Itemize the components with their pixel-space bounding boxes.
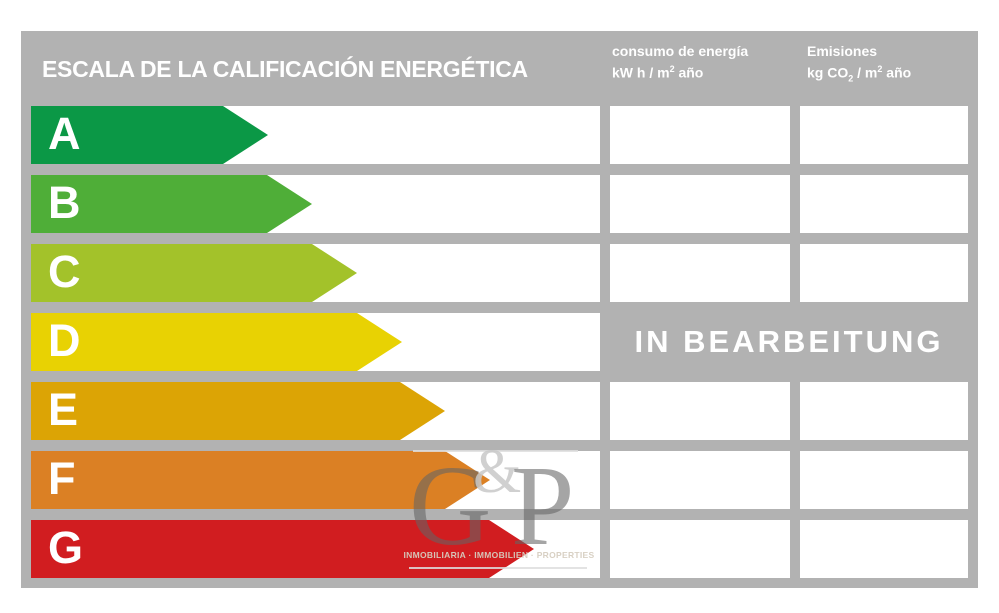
rating-row-f: F: [21, 451, 978, 509]
consumo-header-line2: kW h / m2 año: [612, 64, 704, 81]
status-label: IN BEARBEITUNG: [634, 324, 944, 359]
rating-row-c: C: [21, 244, 978, 302]
rating-letter: F: [48, 452, 76, 504]
consumo-cell: [610, 175, 790, 233]
rating-arrow-e: E: [31, 382, 445, 440]
rating-row-a: A: [21, 106, 978, 164]
energy-rating-panel: ESCALA DE LA CALIFICACIÓN ENERGÉTICA con…: [21, 31, 978, 588]
panel-title: ESCALA DE LA CALIFICACIÓN ENERGÉTICA: [42, 56, 528, 82]
rating-arrow-a: A: [31, 106, 268, 164]
consumo-cell: [610, 520, 790, 578]
rating-arrow-c: C: [31, 244, 357, 302]
consumo-header-line1: consumo de energía: [612, 43, 749, 59]
rating-row-g: G: [21, 520, 978, 578]
rating-row-e: E: [21, 382, 978, 440]
consumo-cell: [610, 382, 790, 440]
rating-arrow-b: B: [31, 175, 312, 233]
emisiones-cell: [800, 382, 968, 440]
consumo-cell: [610, 451, 790, 509]
rating-letter: C: [48, 245, 81, 297]
rating-arrow-f: F: [31, 451, 490, 509]
emisiones-cell: [800, 244, 968, 302]
emisiones-cell: [800, 451, 968, 509]
rating-arrow-d: D: [31, 313, 402, 371]
emisiones-cell: [800, 175, 968, 233]
consumo-cell: [610, 106, 790, 164]
emisiones-cell: [800, 520, 968, 578]
rating-letter: E: [48, 383, 79, 435]
rating-letter: D: [48, 314, 81, 366]
emisiones-cell: [800, 106, 968, 164]
rating-letter: B: [48, 176, 81, 228]
column-header-consumo: consumo de energía kW h / m2 año: [612, 42, 748, 82]
rating-arrow-g: G: [31, 520, 534, 578]
rating-row-b: B: [21, 175, 978, 233]
consumo-cell: [610, 244, 790, 302]
rating-letter: A: [48, 107, 81, 159]
emisiones-header-line2: kg CO2 / m2 año: [807, 64, 912, 84]
emisiones-header-line1: Emisiones: [807, 43, 878, 59]
rating-row-d: D IN BEARBEITUNG: [21, 313, 978, 371]
rating-letter: G: [48, 521, 84, 573]
column-header-emisiones: Emisiones kg CO2 / m2 año: [807, 42, 911, 87]
